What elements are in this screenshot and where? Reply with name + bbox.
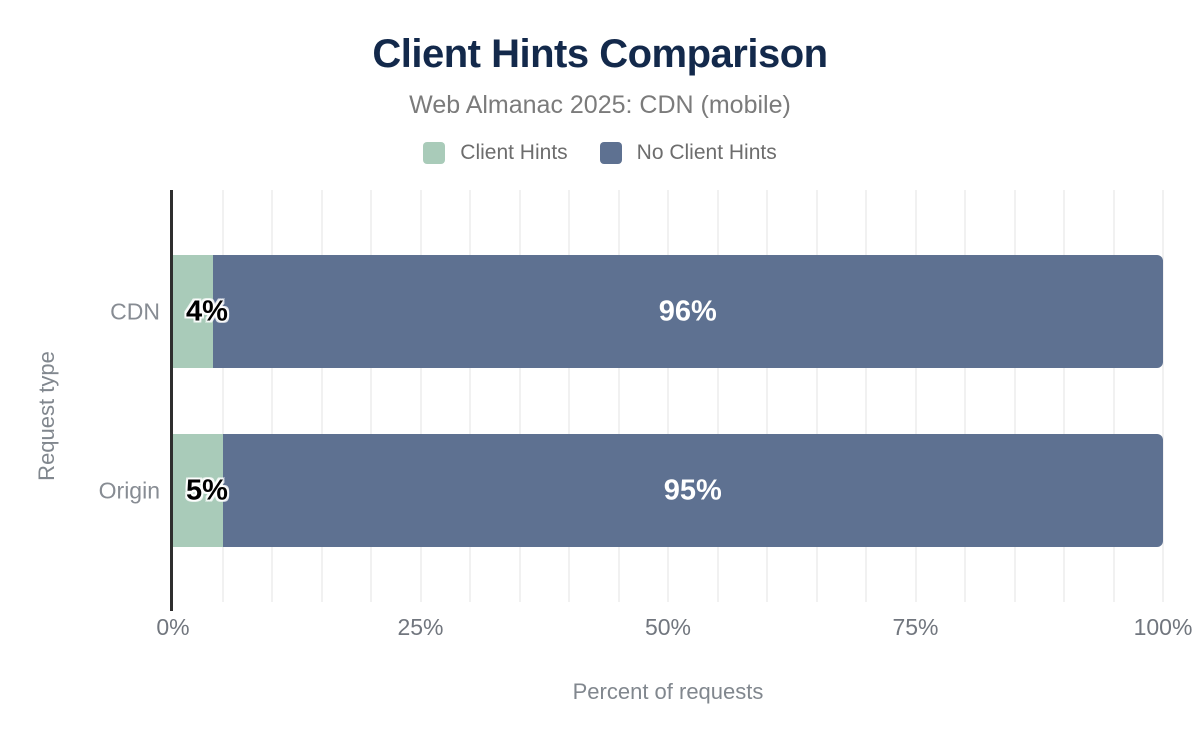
value-label-no-client-hints: 96% xyxy=(658,295,717,327)
gridline xyxy=(667,190,669,602)
x-tick-label-25: 25% xyxy=(397,614,444,640)
gridline xyxy=(865,190,867,602)
gridline xyxy=(320,190,323,602)
x-tick-label-100: 100% xyxy=(1133,614,1193,640)
plot-area: 4% 96% 5% 95% xyxy=(173,190,1164,602)
category-label-origin: Origin xyxy=(98,477,160,503)
legend-label: Client Hints xyxy=(460,141,568,164)
gridline xyxy=(914,190,917,602)
gridline xyxy=(1112,190,1115,602)
gridline xyxy=(964,190,966,602)
gridline xyxy=(370,190,372,602)
chart-title: Client Hints Comparison xyxy=(372,32,828,76)
value-label-client-hints: 5% xyxy=(186,474,228,506)
legend-label: No Client Hints xyxy=(636,141,777,164)
gridline xyxy=(518,190,521,602)
chart-subtitle: Web Almanac 2025: CDN (mobile) xyxy=(409,91,791,119)
y-axis-title: Request type xyxy=(34,351,59,481)
legend-swatch-icon xyxy=(599,142,622,164)
bar-segment-no-client-hints xyxy=(222,434,1163,547)
legend: Client Hints No Client Hints xyxy=(0,141,1200,165)
category-label-cdn: CDN xyxy=(110,298,160,324)
x-axis-title: Percent of requests xyxy=(572,679,764,704)
gridline xyxy=(1013,190,1016,602)
gridline xyxy=(1063,190,1065,602)
bar-segment-client-hints xyxy=(173,434,223,547)
value-label-client-hints: 4% xyxy=(186,295,228,327)
gridline xyxy=(716,190,719,602)
bar-row-origin: 5% 95% xyxy=(173,434,1163,547)
gridline xyxy=(815,190,818,602)
x-tick-label-0: 0% xyxy=(156,614,190,640)
bar-segment-client-hints xyxy=(173,255,213,368)
bar-segment-no-client-hints xyxy=(212,255,1163,368)
legend-item-no-client-hints[interactable]: No Client Hints xyxy=(599,141,777,165)
x-tick-label-75: 75% xyxy=(892,614,939,640)
x-tick-label-50: 50% xyxy=(644,614,692,640)
gridline xyxy=(419,190,422,602)
gridline xyxy=(271,190,273,602)
gridline xyxy=(1162,190,1164,602)
gridline xyxy=(221,190,224,602)
legend-item-client-hints[interactable]: Client Hints xyxy=(423,141,568,165)
value-label-no-client-hints: 95% xyxy=(663,474,722,506)
gridline xyxy=(568,190,570,602)
gridline xyxy=(617,190,620,602)
gridline xyxy=(469,190,471,602)
y-axis-line xyxy=(170,190,173,611)
legend-swatch-icon xyxy=(423,142,446,164)
bar-row-cdn: 4% 96% xyxy=(173,255,1163,368)
gridline xyxy=(766,190,768,602)
